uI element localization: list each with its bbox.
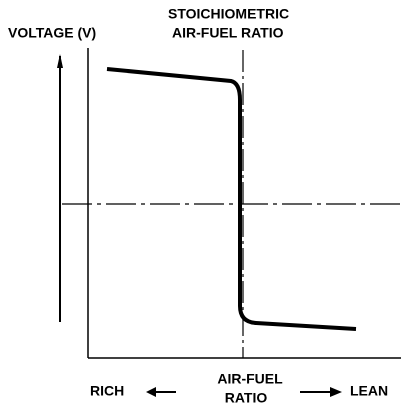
x-axis-label: AIR-FUEL (217, 371, 283, 387)
arrow-head (57, 54, 63, 68)
x-left-label: RICH (90, 383, 124, 399)
x-right-label: LEAN (350, 383, 388, 399)
x-axis-label: RATIO (225, 390, 268, 406)
arrow-head (330, 387, 342, 397)
annotation: STOICHIOMETRIC (168, 6, 289, 22)
voltage-curve (106, 67, 357, 331)
y-axis-label: VOLTAGE (V) (8, 25, 96, 41)
annotation: AIR-FUEL RATIO (172, 25, 284, 41)
arrow-head (146, 387, 156, 397)
